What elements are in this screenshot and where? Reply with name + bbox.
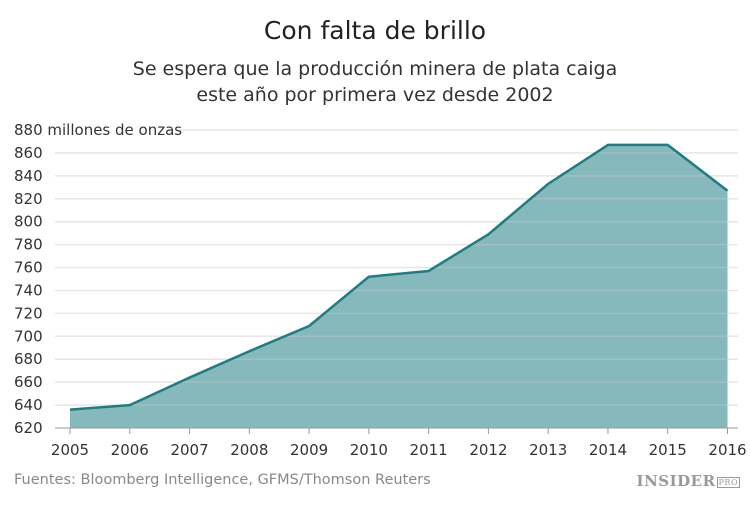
logo-suffix: PRO — [716, 476, 740, 488]
x-tick-label: 2011 — [410, 441, 448, 459]
x-tick-label: 2015 — [649, 441, 687, 459]
y-tick-label: 840 — [14, 167, 43, 185]
series-line — [69, 143, 729, 411]
subtitle-line-2: este año por primera vez desde 2002 — [196, 84, 554, 106]
y-tick-label: 660 — [14, 373, 43, 391]
x-tick-label: 2016 — [708, 441, 746, 459]
insider-pro-logo: INSIDER PRO — [637, 472, 740, 490]
chart-title: Con falta de brillo — [263, 16, 487, 45]
y-tick-label: 760 — [14, 259, 43, 277]
area-fill — [70, 144, 728, 428]
x-tick-label: 2012 — [469, 441, 507, 459]
x-tick-label: 2013 — [529, 441, 567, 459]
y-tick-label: 680 — [14, 350, 43, 368]
x-tick-label: 2010 — [350, 441, 388, 459]
x-tick-label: 2005 — [51, 441, 89, 459]
logo-main: INSIDER — [636, 472, 716, 490]
y-tick-label: 640 — [14, 396, 43, 414]
chart-subtitle: Se espera que la producción minera de pl… — [0, 56, 750, 108]
x-tick-label: 2007 — [170, 441, 208, 459]
x-tick-label: 2006 — [111, 441, 149, 459]
x-tick-label: 2014 — [589, 441, 627, 459]
y-tick-label: 740 — [14, 281, 43, 299]
y-tick-label: 700 — [14, 327, 43, 345]
source-note: Fuentes: Bloomberg Intelligence, GFMS/Th… — [14, 472, 431, 488]
y-tick-label: 880 millones de onzas — [14, 121, 182, 139]
y-tick-label: 720 — [14, 304, 43, 322]
x-tick-label: 2009 — [290, 441, 328, 459]
y-tick-label: 620 — [14, 419, 43, 437]
y-tick-label: 860 — [14, 144, 43, 162]
y-tick-label: 780 — [14, 236, 43, 254]
x-tick-label: 2008 — [230, 441, 268, 459]
subtitle-line-1: Se espera que la producción minera de pl… — [132, 58, 618, 80]
y-tick-label: 800 — [14, 213, 43, 231]
y-tick-label: 820 — [14, 190, 43, 208]
